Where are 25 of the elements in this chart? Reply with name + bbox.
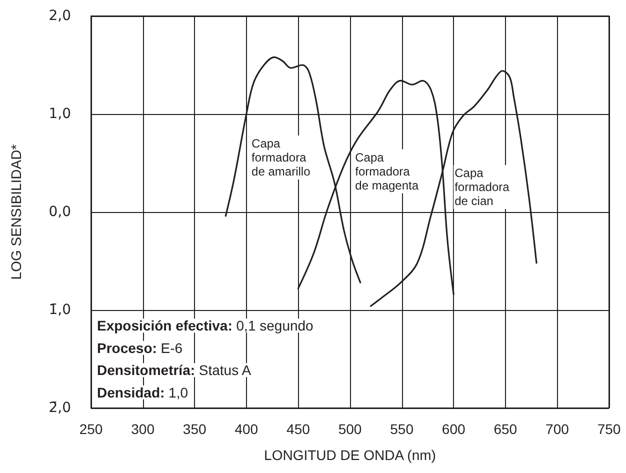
x-tick-label: 450 bbox=[286, 421, 310, 437]
x-tick-label: 250 bbox=[79, 421, 103, 437]
y-tick-label: 1̄,0 bbox=[48, 302, 71, 318]
x-tick-label: 700 bbox=[546, 421, 570, 437]
x-tick-label: 350 bbox=[182, 421, 206, 437]
annotation: Exposición efectiva: 0,1 segundo bbox=[97, 318, 314, 334]
y-axis-title: LOG SENSIBILIDAD* bbox=[8, 144, 24, 280]
annotation: Capa formadora de amarillo bbox=[252, 136, 311, 179]
x-tick-label: 600 bbox=[442, 421, 466, 437]
x-tick-label: 400 bbox=[234, 421, 258, 437]
x-tick-label: 750 bbox=[597, 421, 621, 437]
annotation: Densitometría: Status A bbox=[97, 362, 252, 378]
x-tick-label: 500 bbox=[338, 421, 362, 437]
y-tick-label: 2,0 bbox=[48, 8, 71, 24]
annotation: Proceso: E-6 bbox=[97, 340, 183, 356]
x-tick-label: 550 bbox=[390, 421, 414, 437]
x-axis-title: LONGITUD DE ONDA (nm) bbox=[264, 447, 436, 463]
annotation: Densidad: 1,0 bbox=[97, 384, 188, 400]
x-tick-label: 650 bbox=[494, 421, 518, 437]
y-tick-label: 1,0 bbox=[48, 106, 71, 122]
annotation: Capa formadora de magenta bbox=[355, 150, 419, 192]
y-tick-label: 0,0 bbox=[48, 204, 71, 220]
y-tick-label: 2̄,0 bbox=[48, 400, 71, 416]
annotation: Capa formadora de cian bbox=[454, 166, 510, 208]
x-tick-label: 300 bbox=[131, 421, 155, 437]
